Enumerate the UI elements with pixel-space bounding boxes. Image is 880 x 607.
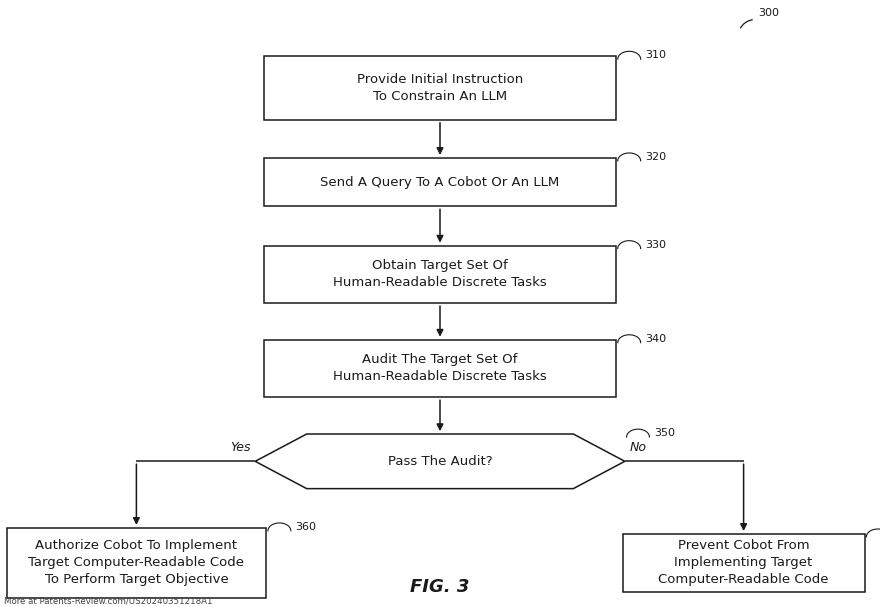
Bar [264, 340, 616, 397]
Text: Prevent Cobot From
Implementing Target
Computer-Readable Code: Prevent Cobot From Implementing Target C… [658, 539, 829, 586]
Text: 360: 360 [296, 522, 316, 532]
Text: Audit The Target Set Of
Human-Readable Discrete Tasks: Audit The Target Set Of Human-Readable D… [334, 353, 546, 384]
Text: Send A Query To A Cobot Or An LLM: Send A Query To A Cobot Or An LLM [320, 175, 560, 189]
Bar [264, 158, 616, 206]
Polygon shape [255, 434, 625, 489]
Text: 300: 300 [759, 8, 780, 18]
Text: Obtain Target Set Of
Human-Readable Discrete Tasks: Obtain Target Set Of Human-Readable Disc… [334, 259, 546, 290]
Text: Pass The Audit?: Pass The Audit? [388, 455, 492, 468]
Text: 310: 310 [645, 50, 666, 60]
Text: 330: 330 [645, 240, 666, 249]
Bar [623, 534, 865, 591]
Bar [7, 527, 267, 597]
Text: 320: 320 [645, 152, 666, 162]
Text: More at Patents-Review.com/US20240351218A1: More at Patents-Review.com/US20240351218… [4, 597, 213, 606]
Text: 340: 340 [645, 334, 666, 344]
Text: No: No [629, 441, 646, 454]
Text: Yes: Yes [231, 441, 251, 454]
Text: Provide Initial Instruction
To Constrain An LLM: Provide Initial Instruction To Constrain… [357, 73, 523, 103]
Text: FIG. 3: FIG. 3 [410, 578, 470, 596]
Text: Authorize Cobot To Implement
Target Computer-Readable Code
To Perform Target Obj: Authorize Cobot To Implement Target Comp… [28, 539, 245, 586]
Bar [264, 56, 616, 120]
Text: 350: 350 [654, 428, 675, 438]
Bar [264, 245, 616, 303]
